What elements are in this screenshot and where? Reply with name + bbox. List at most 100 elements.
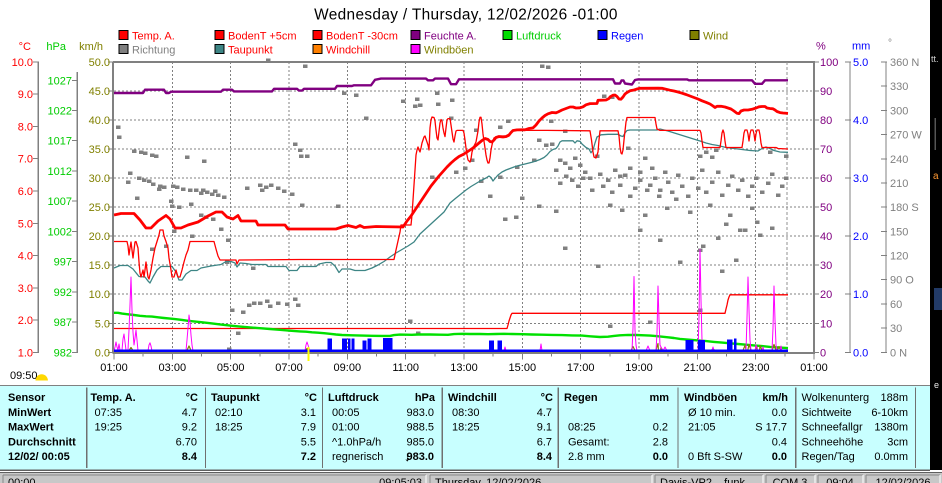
svg-text:08:25: 08:25 xyxy=(568,422,596,434)
svg-text:1017: 1017 xyxy=(48,136,72,148)
svg-text:188m: 188m xyxy=(880,392,908,404)
svg-text:9.2: 9.2 xyxy=(182,422,197,434)
svg-text:3.0: 3.0 xyxy=(18,283,33,295)
svg-text:09:00: 09:00 xyxy=(334,362,362,374)
svg-text:1380m: 1380m xyxy=(874,422,908,434)
svg-text:Ø 10 min.: Ø 10 min. xyxy=(688,407,736,419)
svg-text:0.0mm: 0.0mm xyxy=(874,451,908,463)
svg-text:5.0: 5.0 xyxy=(853,57,868,69)
svg-text:Regen: Regen xyxy=(564,392,598,404)
svg-text:20.0: 20.0 xyxy=(89,231,110,243)
svg-text:19:25: 19:25 xyxy=(95,422,123,434)
svg-text:09:05:03: 09:05:03 xyxy=(379,477,422,483)
svg-text:11:00: 11:00 xyxy=(392,362,419,374)
svg-text:MaxWert: MaxWert xyxy=(8,422,54,434)
svg-text:9.1: 9.1 xyxy=(537,422,552,434)
svg-text:40: 40 xyxy=(820,231,832,243)
svg-text:Wednesday / Thursday, 12/02/20: Wednesday / Thursday, 12/02/2026 -01:00 xyxy=(314,7,618,24)
svg-text:hPa: hPa xyxy=(415,392,436,404)
svg-text:Feuchte A.: Feuchte A. xyxy=(424,31,477,43)
svg-text:12/02/ 00:05: 12/02/ 00:05 xyxy=(8,451,70,463)
svg-text:180 S: 180 S xyxy=(890,202,919,214)
svg-text:8.0: 8.0 xyxy=(18,122,33,134)
svg-text:Sichtweite: Sichtweite xyxy=(802,407,852,419)
svg-text:1007: 1007 xyxy=(48,196,72,208)
svg-text:80: 80 xyxy=(820,115,832,127)
svg-text:regnerisch: regnerisch xyxy=(332,451,383,463)
svg-text:0.0: 0.0 xyxy=(653,451,668,463)
svg-text:00:00: 00:00 xyxy=(8,477,36,483)
svg-text:km/h: km/h xyxy=(762,392,788,404)
svg-text:985.0: 985.0 xyxy=(406,436,434,448)
svg-text:21:00: 21:00 xyxy=(684,362,712,374)
svg-text:°C: °C xyxy=(19,41,31,53)
svg-text:09:50: 09:50 xyxy=(10,370,38,382)
svg-text:3.1: 3.1 xyxy=(301,407,316,419)
svg-text:1027: 1027 xyxy=(48,75,72,87)
svg-text:Temp. A.: Temp. A. xyxy=(91,392,136,404)
svg-text:hPa: hPa xyxy=(46,41,66,53)
svg-text:01:00: 01:00 xyxy=(100,362,128,374)
svg-text:Taupunkt: Taupunkt xyxy=(228,45,273,57)
svg-text:BodenT -30cm: BodenT -30cm xyxy=(326,31,398,43)
svg-text:30: 30 xyxy=(890,323,902,335)
svg-text:^1.0hPa/h: ^1.0hPa/h xyxy=(332,436,381,448)
svg-text:Luftdruck: Luftdruck xyxy=(328,392,380,404)
svg-text:7.0: 7.0 xyxy=(18,154,33,166)
svg-text:Windböen: Windböen xyxy=(424,45,474,57)
svg-text:5.5: 5.5 xyxy=(301,436,316,448)
svg-text:45.0: 45.0 xyxy=(89,86,110,98)
svg-text:km/h: km/h xyxy=(79,41,103,53)
svg-text:mm: mm xyxy=(852,41,870,53)
svg-text:0.4: 0.4 xyxy=(772,436,787,448)
svg-text:300: 300 xyxy=(890,105,908,117)
svg-text:30.0: 30.0 xyxy=(89,173,110,185)
svg-text:4.7: 4.7 xyxy=(182,407,197,419)
svg-text:240: 240 xyxy=(890,154,908,166)
svg-text:12/02/2026: 12/02/2026 xyxy=(875,477,930,483)
svg-text:S 17.7: S 17.7 xyxy=(755,422,787,434)
svg-text:6.70: 6.70 xyxy=(176,436,197,448)
svg-text:2.8 mm: 2.8 mm xyxy=(568,451,605,463)
svg-text:90: 90 xyxy=(820,86,832,98)
svg-text:100: 100 xyxy=(820,57,838,69)
svg-text:0.0: 0.0 xyxy=(95,347,110,359)
svg-text:6.7: 6.7 xyxy=(537,436,552,448)
svg-text:983.0: 983.0 xyxy=(406,407,434,419)
svg-text:983.0: 983.0 xyxy=(406,451,434,463)
svg-text:0.2: 0.2 xyxy=(653,422,668,434)
svg-text:0: 0 xyxy=(820,347,826,359)
svg-text:2.0: 2.0 xyxy=(853,231,868,243)
svg-text:70: 70 xyxy=(820,144,832,156)
svg-text:23:00: 23:00 xyxy=(742,362,770,374)
svg-text:6-10km: 6-10km xyxy=(871,407,908,419)
svg-text:BodenT +5cm: BodenT +5cm xyxy=(228,31,297,43)
svg-text:60: 60 xyxy=(820,173,832,185)
svg-text:19:00: 19:00 xyxy=(625,362,653,374)
svg-text:02:10: 02:10 xyxy=(215,407,243,419)
svg-text:21:05: 21:05 xyxy=(688,422,716,434)
svg-text:60: 60 xyxy=(890,299,902,311)
svg-text:360 N: 360 N xyxy=(890,57,919,69)
svg-text:MinWert: MinWert xyxy=(8,407,52,419)
svg-text:0.0: 0.0 xyxy=(772,451,787,463)
svg-text:↓: ↓ xyxy=(404,449,411,464)
svg-text:15.0: 15.0 xyxy=(89,260,110,272)
svg-text:01:00: 01:00 xyxy=(332,422,360,434)
svg-text:20: 20 xyxy=(820,289,832,301)
svg-text:Gesamt:: Gesamt: xyxy=(568,436,610,448)
svg-text:120: 120 xyxy=(890,251,908,263)
svg-text:210: 210 xyxy=(890,178,908,190)
svg-text:0 N: 0 N xyxy=(890,347,907,359)
svg-text:2.0: 2.0 xyxy=(18,315,33,327)
svg-text:15:00: 15:00 xyxy=(509,362,537,374)
svg-text:4.0: 4.0 xyxy=(853,115,868,127)
svg-text:50.0: 50.0 xyxy=(89,57,110,69)
svg-text:1.0: 1.0 xyxy=(18,347,33,359)
svg-text:°: ° xyxy=(888,38,892,49)
svg-text:0.0: 0.0 xyxy=(853,347,868,359)
svg-text:Richtung: Richtung xyxy=(132,45,175,57)
svg-text:150: 150 xyxy=(890,226,908,238)
svg-text:25.0: 25.0 xyxy=(89,202,110,214)
svg-text:Wolkenunterg: Wolkenunterg xyxy=(802,392,870,404)
